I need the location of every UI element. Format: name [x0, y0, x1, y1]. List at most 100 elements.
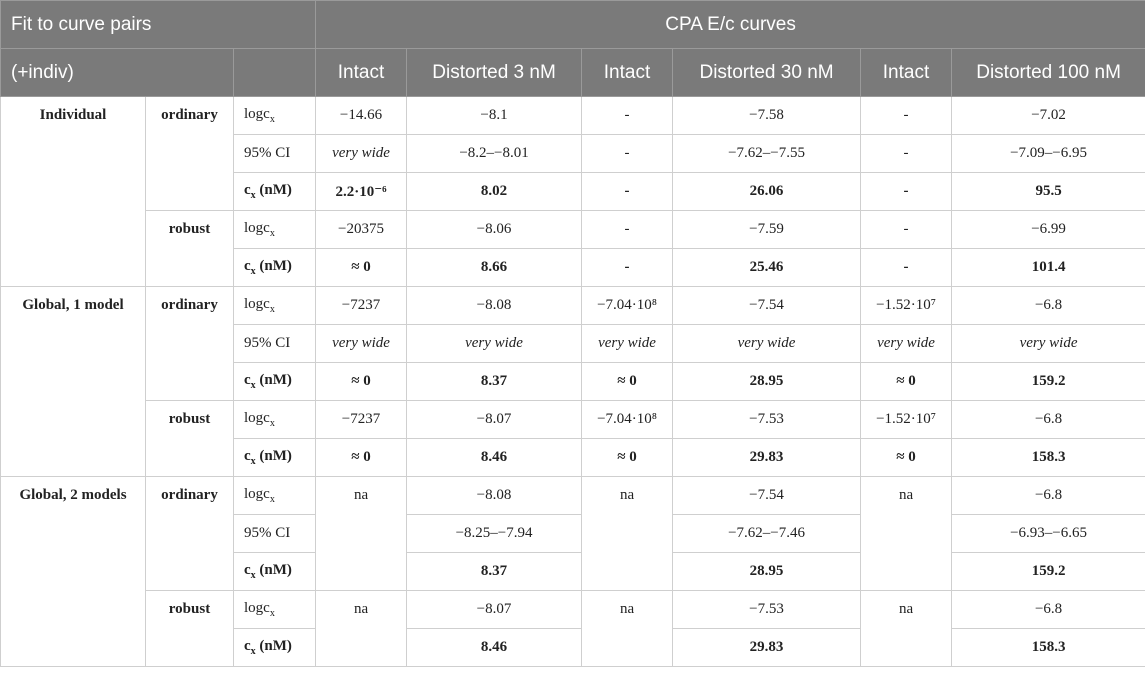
column-header: Intact	[315, 48, 408, 97]
value-cell: 8.37	[406, 552, 583, 591]
metric-label: 95% CI	[244, 525, 291, 541]
metric-unit: (nM)	[255, 562, 292, 578]
metric-subscript: x	[269, 494, 275, 505]
value-cell: -	[581, 96, 674, 135]
table-row: 95% CI very wide −8.2–−8.01 - −7.62–−7.55 - −7…	[1, 134, 1145, 173]
metric-unit: (nM)	[255, 258, 292, 274]
value-cell: −8.06	[406, 210, 583, 249]
value-cell: ≈ 0	[581, 438, 674, 477]
value-cell: −6.99	[951, 210, 1145, 249]
value-cell: -	[860, 210, 953, 249]
header-row-2: (+indiv) Intact Distorted 3 nM Intact Di…	[0, 48, 1145, 97]
cell-value: 101.4	[1031, 259, 1066, 275]
metric-label: c	[244, 372, 251, 388]
cell-value: −8.07	[476, 601, 512, 617]
value-cell: ≈ 0	[315, 438, 408, 477]
metric-subscript: x	[269, 304, 275, 315]
cell-value: −6.93–−6.65	[1010, 525, 1088, 541]
metric-cell: logcx	[232, 286, 317, 325]
value-cell: −7.53	[672, 400, 862, 439]
value-cell: very wide	[406, 324, 583, 363]
cell-value: 158.3	[1031, 639, 1066, 655]
cell-value: -	[903, 183, 909, 199]
value-cell: −14.66	[315, 96, 408, 135]
method-label: robust	[145, 590, 234, 667]
intact-na-cell: na	[860, 590, 953, 667]
cell-value: -	[624, 259, 630, 275]
metric-label: c	[244, 182, 251, 198]
value-cell: −7.54	[672, 476, 862, 515]
metric-subscript: x	[250, 570, 256, 581]
metric-label: logc	[244, 106, 270, 122]
value-cell: −7.54	[672, 286, 862, 325]
method-label: robust	[145, 210, 234, 287]
table-body: Individual ordinary logcx −14.66 −8.1- −7.58-…	[0, 96, 1145, 667]
cell-value: 26.06	[749, 183, 784, 199]
cell-value: na	[619, 487, 635, 503]
metric-subscript: x	[269, 114, 275, 125]
value-cell: −7.09–−6.95	[951, 134, 1145, 173]
metric-cell: logcx	[232, 476, 317, 515]
cell-value: 158.3	[1031, 449, 1066, 465]
cell-value: -	[903, 145, 909, 161]
cell-value: −8.2–−8.01	[459, 145, 529, 161]
cell-value: −6.8	[1034, 411, 1063, 427]
header-indiv-subtitle: (+indiv)	[0, 48, 234, 97]
cell-value: −8.06	[476, 221, 512, 237]
value-cell: -	[860, 134, 953, 173]
cell-value: 8.46	[480, 449, 508, 465]
value-cell: −6.8	[951, 400, 1145, 439]
cell-value: −14.66	[339, 107, 383, 123]
cell-value: very wide	[737, 335, 796, 351]
cell-value: 8.46	[480, 639, 508, 655]
value-cell: −6.8	[951, 286, 1145, 325]
cell-value: na	[353, 601, 369, 617]
metric-unit: (nM)	[255, 182, 292, 198]
cell-value: −6.99	[1031, 221, 1066, 237]
value-cell: −7237	[315, 286, 408, 325]
cell-value: ≈ 0	[351, 373, 371, 389]
value-cell: 29.83	[672, 628, 862, 667]
table-row: 95% CI −8.25–−7.94 −7.62–−7.46 −6.93–−6.65	[1, 514, 1145, 553]
metric-cell: 95% CI	[232, 324, 317, 363]
cell-value: -	[624, 183, 630, 199]
cell-value: −8.08	[476, 487, 512, 503]
value-cell: 28.95	[672, 362, 862, 401]
value-cell: −7.62–−7.55	[672, 134, 862, 173]
table-row: 95% CI very wide very wide very wide very wi…	[1, 324, 1145, 363]
cell-value: −8.08	[476, 297, 512, 313]
cell-value: na	[898, 601, 914, 617]
cell-value: −7.62–−7.55	[728, 145, 805, 161]
value-cell: very wide	[315, 324, 408, 363]
cell-value: −7.62–−7.46	[728, 525, 805, 541]
metric-cell: logcx	[232, 96, 317, 135]
value-cell: 159.2	[951, 362, 1145, 401]
method-label: ordinary	[145, 96, 234, 211]
metric-label: c	[244, 638, 251, 654]
value-cell: 25.46	[672, 248, 862, 287]
cell-value: −7.04·10⁸	[597, 411, 657, 427]
value-cell: −7.62–−7.46	[672, 514, 862, 553]
metric-cell: cx (nM)	[232, 362, 317, 401]
value-cell: 2.2·10⁻⁶	[315, 172, 408, 211]
header-row-1: Fit to curve pairs CPA E/c curves	[0, 0, 1145, 49]
cell-value: 28.95	[749, 373, 784, 389]
metric-cell: cx (nM)	[232, 248, 317, 287]
table-row: cx (nM) ≈ 0 8.46 ≈ 0 29.83 ≈ 0 158.3	[1, 438, 1145, 477]
value-cell: −7.58	[672, 96, 862, 135]
value-cell: 95.5	[951, 172, 1145, 211]
cell-value: −6.8	[1034, 487, 1063, 503]
value-cell: very wide	[951, 324, 1145, 363]
metric-cell: cx (nM)	[232, 172, 317, 211]
value-cell: −7.04·10⁸	[581, 286, 674, 325]
cell-value: ≈ 0	[351, 259, 371, 275]
cell-value: −7.59	[749, 221, 784, 237]
value-cell: -	[581, 248, 674, 287]
cell-value: −7.04·10⁸	[597, 297, 657, 313]
metric-cell: cx (nM)	[232, 628, 317, 667]
value-cell: −1.52·10⁷	[860, 400, 953, 439]
value-cell: -	[581, 172, 674, 211]
cell-value: 8.37	[480, 563, 508, 579]
value-cell: -	[860, 96, 953, 135]
metric-cell: 95% CI	[232, 514, 317, 553]
